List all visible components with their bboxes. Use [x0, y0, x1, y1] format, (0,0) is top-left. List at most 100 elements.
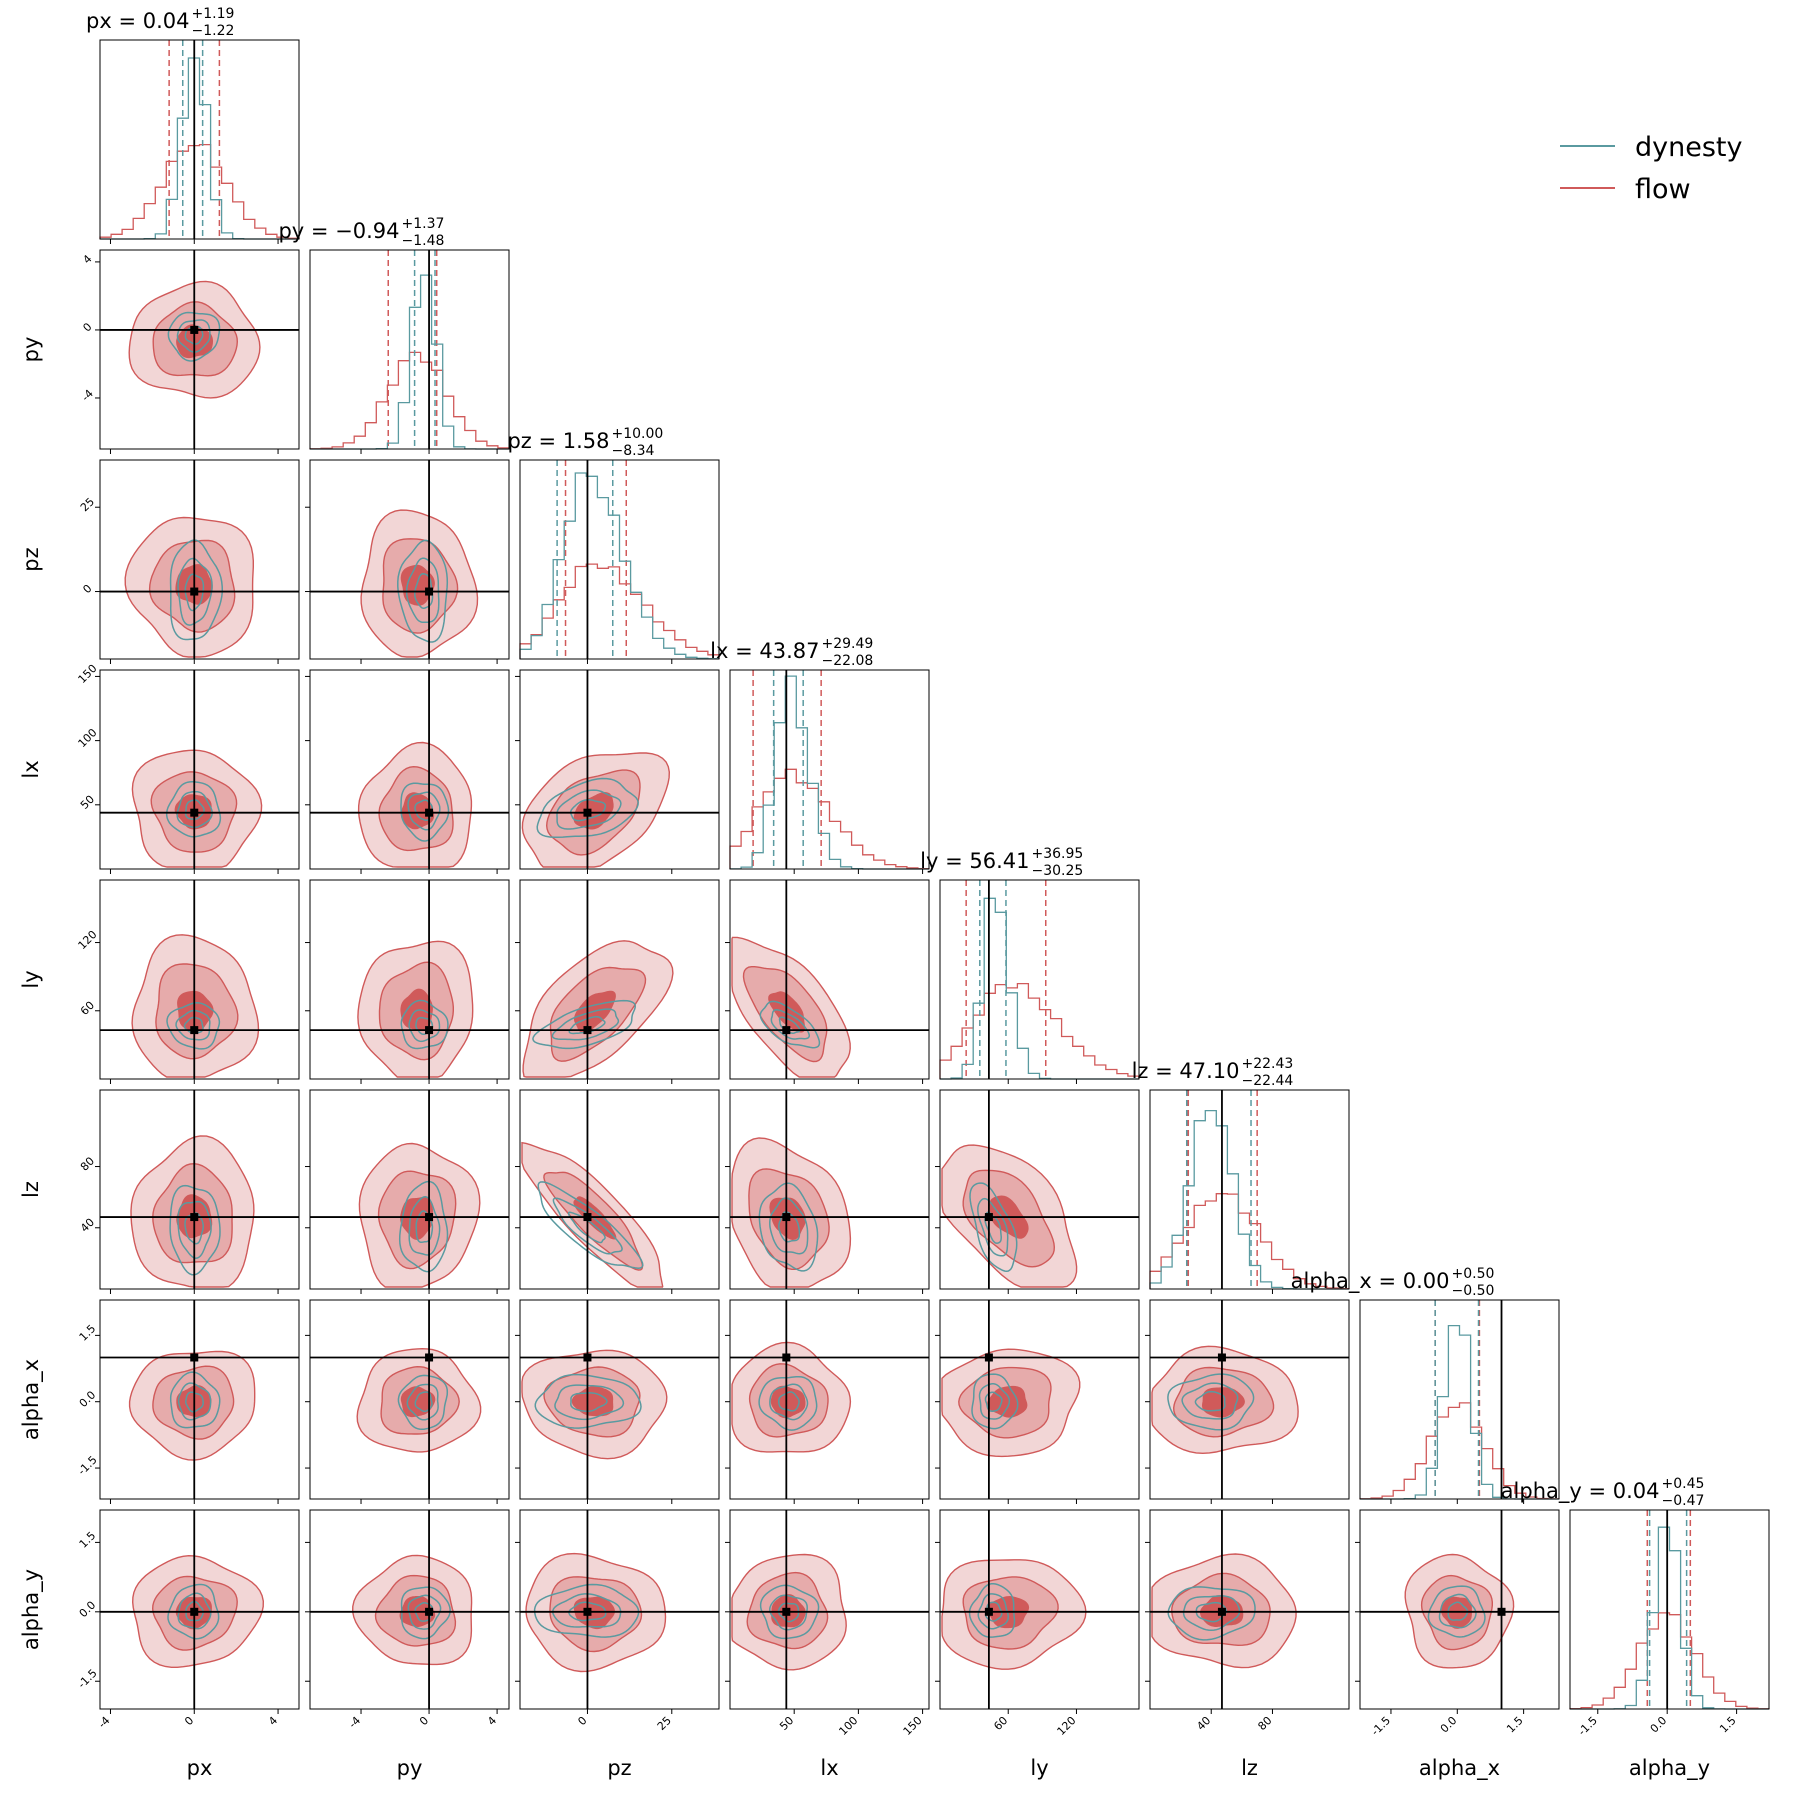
panel-pz-lx — [515, 669, 720, 874]
truth-marker — [583, 1607, 592, 1616]
ytick-label-alpha_x-2: 1.5 — [77, 1322, 99, 1344]
dynesty-contour-2 — [570, 1392, 608, 1413]
truth-marker — [190, 1607, 199, 1616]
truth-marker — [425, 1353, 434, 1362]
truth-marker — [190, 1026, 199, 1035]
legend-label-flow: flow — [1635, 174, 1691, 205]
title-alpha_y: alpha_y = 0.04 — [1501, 1479, 1660, 1504]
dynesty-contour-2 — [778, 1391, 800, 1412]
dynesty-contour-0 — [1167, 1373, 1255, 1431]
dynesty-contour-2 — [185, 1391, 204, 1413]
xlabel-lz: lz — [1241, 1756, 1258, 1780]
title-plus-px: +1.19 — [192, 6, 235, 22]
truth-marker — [425, 808, 434, 817]
hist-dynesty-lz — [1149, 1109, 1349, 1290]
dynesty-contour-1 — [556, 789, 622, 830]
truth-marker — [190, 1213, 199, 1222]
dynesty-contour-1 — [406, 1383, 439, 1421]
panel-pz-lz — [515, 1089, 720, 1294]
panel-pz-pz: pz = 1.58 +10.00−8.34 — [507, 426, 720, 664]
truth-marker — [782, 1607, 791, 1616]
panel-frame — [309, 1089, 510, 1290]
truth-marker — [583, 808, 592, 817]
panel-alpha_x-alpha_x: alpha_x = 0.00 +0.50−0.50 — [1291, 1266, 1560, 1504]
panel-frame — [99, 669, 300, 870]
dynesty-contour-0 — [536, 777, 639, 839]
hist-dynesty-alpha_y — [1570, 1526, 1769, 1710]
dynesty-contour-0 — [971, 1373, 1019, 1430]
ytick-label-py-1: 0 — [80, 320, 94, 334]
panel-frame — [939, 879, 1140, 1080]
dynesty-contour-0 — [759, 1000, 821, 1049]
panel-frame — [309, 1299, 510, 1500]
dynesty-contour-0 — [537, 1181, 644, 1269]
ytick-label-lz-0: 40 — [78, 1216, 97, 1235]
dynesty-contour-0 — [169, 1184, 221, 1276]
xtick-label-lx-1: 100 — [836, 1714, 860, 1738]
panel-px-lz: 40 80 — [78, 1089, 300, 1294]
panel-lz-alpha_y: 40 80 — [1145, 1509, 1350, 1733]
truth-marker — [190, 808, 199, 817]
xlabel-pz: pz — [607, 1756, 631, 1780]
panel-lx-lz — [725, 1089, 930, 1294]
panel-py-pz — [305, 459, 510, 664]
panel-frame — [99, 879, 300, 1080]
ytick-label-alpha_y-2: 1.5 — [77, 1529, 99, 1551]
panel-px-ly: 60 120 — [76, 879, 300, 1084]
dynesty-contour-1 — [978, 1383, 1011, 1420]
panel-frame — [99, 249, 300, 450]
truth-marker — [190, 1353, 199, 1362]
ytick-label-lx-0: 50 — [78, 793, 97, 812]
xtick-label-lz-1: 80 — [1255, 1714, 1274, 1733]
dynesty-contour-1 — [554, 1384, 625, 1421]
dynesty-contour-1 — [770, 1009, 811, 1040]
xtick-label-px-1: 0 — [182, 1714, 196, 1728]
panel-frame — [1359, 1299, 1560, 1500]
dynesty-contour-0 — [532, 999, 636, 1050]
truth-marker — [1217, 1607, 1226, 1616]
dynesty-contour-1 — [408, 1196, 441, 1256]
title-minus-alpha_x: −0.50 — [1452, 1283, 1495, 1299]
xtick-label-alpha_y-2: 1.5 — [1717, 1714, 1739, 1736]
dynesty-contour-2 — [183, 1016, 204, 1034]
panel-pz-ly — [515, 879, 720, 1084]
panel-pz-alpha_y: 0 25 — [515, 1509, 720, 1733]
panel-frame — [519, 669, 720, 870]
panel-frame — [939, 1299, 1140, 1500]
panel-frame — [729, 1299, 930, 1500]
panel-frame — [309, 669, 510, 870]
truth-marker — [190, 587, 199, 596]
xtick-label-pz-1: 25 — [655, 1714, 674, 1733]
title-minus-pz: −8.34 — [612, 443, 655, 459]
panel-frame — [519, 1089, 720, 1290]
xlabel-px: px — [187, 1756, 213, 1780]
panel-frame — [1569, 1509, 1770, 1710]
title-py: py = −0.94 — [278, 219, 399, 243]
hist-flow-px — [99, 143, 300, 239]
panel-ly-lz — [935, 1089, 1140, 1294]
panel-frame — [519, 879, 720, 1080]
panel-ly-alpha_x — [935, 1299, 1140, 1504]
ytick-label-ly-0: 60 — [78, 999, 97, 1018]
truth-marker — [984, 1213, 993, 1222]
panel-ly-ly: ly = 56.41 +36.95−30.25 — [920, 846, 1140, 1084]
hist-dynesty-py — [310, 274, 509, 450]
panel-py-lx — [305, 669, 510, 874]
panel-lz-lz: lz = 47.10 +22.43−22.44 — [1132, 1056, 1350, 1294]
panel-frame — [1149, 1299, 1350, 1500]
dynesty-contour-0 — [400, 782, 450, 842]
dynesty-contour-2 — [984, 1391, 1003, 1412]
title-lx: lx = 43.87 — [710, 639, 819, 663]
ylabel-alpha_x: alpha_x — [19, 1359, 44, 1440]
truth-marker — [782, 1213, 791, 1222]
xtick-label-ly-0: 60 — [991, 1714, 1010, 1733]
panel-px-px: px = 0.04 +1.19−1.22 — [86, 6, 300, 244]
dynesty-contour-1 — [407, 791, 441, 831]
panel-lx-lx: lx = 43.87 +29.49−22.08 — [710, 636, 930, 874]
panel-py-alpha_x — [305, 1299, 510, 1504]
panel-frame — [729, 1089, 930, 1290]
ytick-label-py-2: 4 — [80, 252, 94, 266]
dynesty-contour-0 — [167, 311, 221, 362]
panel-frame — [99, 39, 300, 240]
